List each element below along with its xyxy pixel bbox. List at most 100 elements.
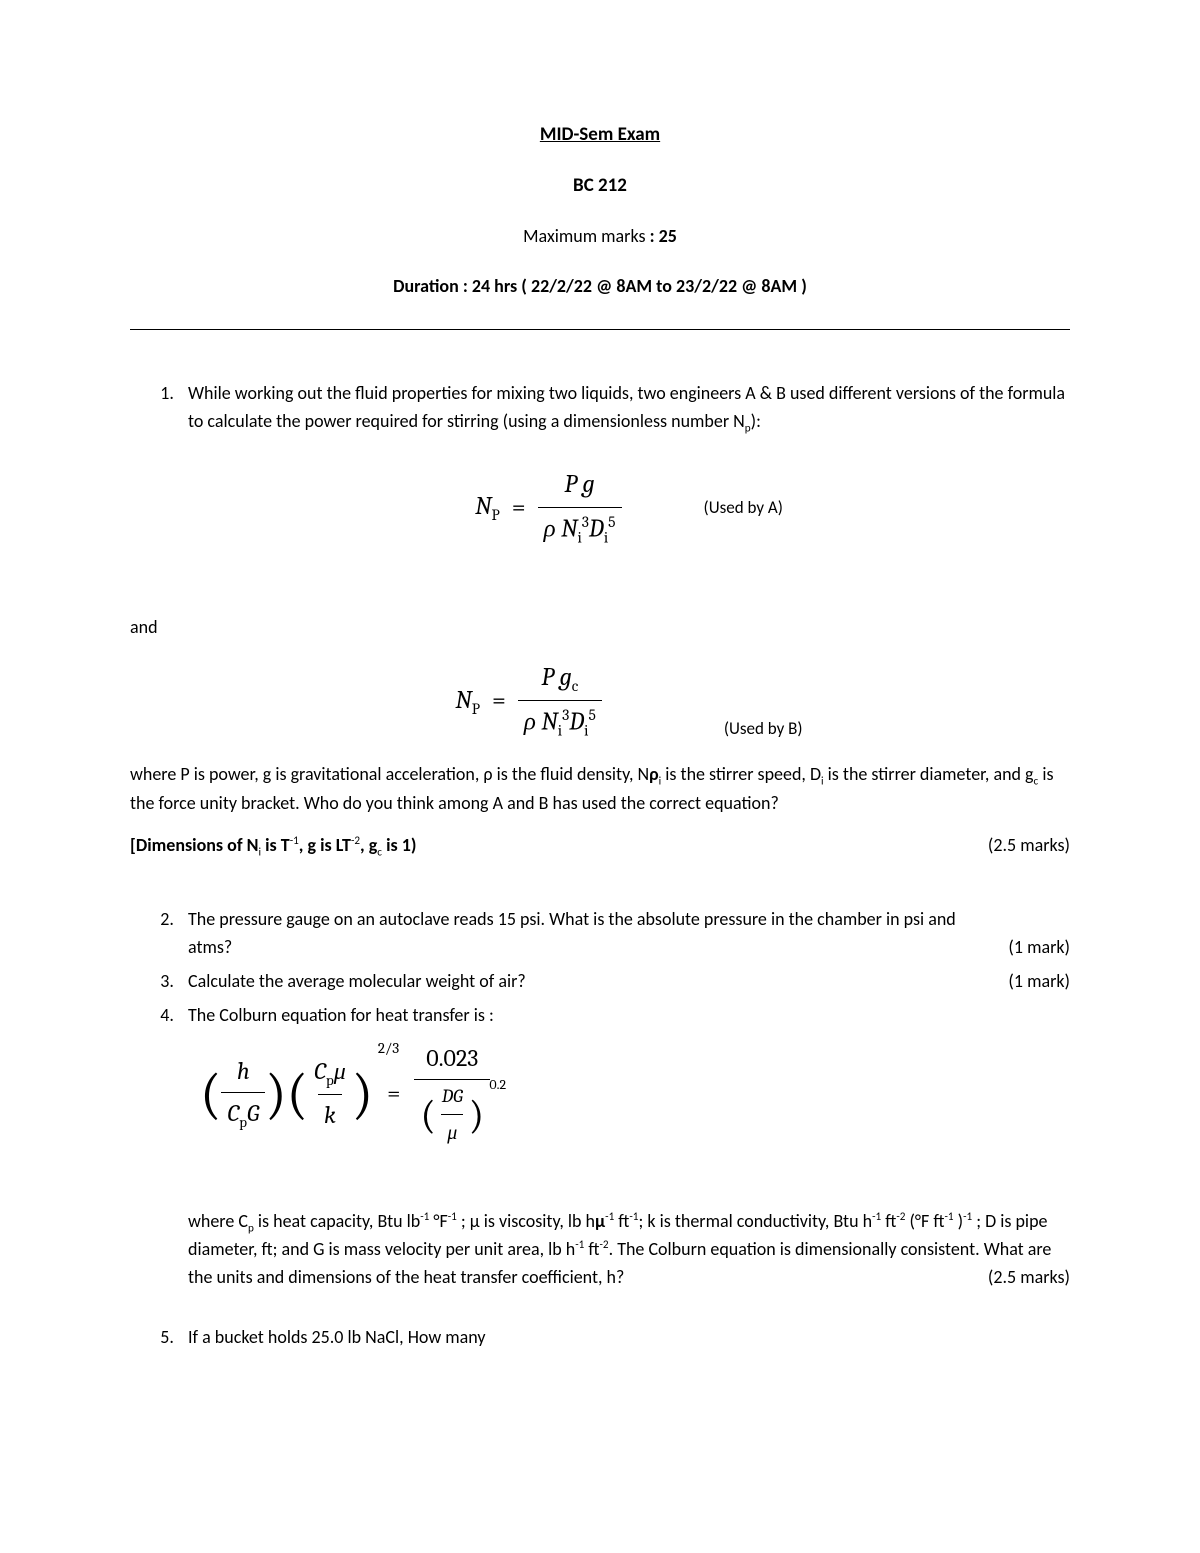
q2-marks: (1 mark) (1008, 934, 1070, 962)
q2-row: The pressure gauge on an autoclave reads… (188, 906, 1070, 962)
q4-g1-den-C: C (227, 1099, 239, 1127)
eqB-Nsub: P (472, 700, 480, 718)
eqA-Nsub: P (491, 506, 499, 524)
q4-rhs-num: 0.023 (420, 1040, 484, 1079)
eqA-frac: P g ρ Ni3Di5 (538, 466, 622, 549)
q4-intro: The Colburn equation for heat transfer i… (188, 1002, 1070, 1030)
q4-equation: ( h CpG ) ( Cpμ k ) 2/3 = 0.023 (200, 1040, 1070, 1148)
q1-text: While working out the fluid properties f… (188, 382, 1065, 432)
q4-g2-C: C (314, 1057, 326, 1085)
q4-rhs-mu: μ (441, 1114, 463, 1148)
exam-title: MID-Sem Exam (130, 120, 1070, 149)
q4w-s9: -1 (575, 1237, 584, 1251)
eqA-denNi: i (577, 529, 581, 547)
q4-g2-p: p (326, 1072, 334, 1089)
eqA-denN: N (561, 515, 577, 544)
q1-eq-a: NP = P g ρ Ni3Di5 (Used by A) (475, 466, 783, 549)
q4-marks: (2.5 marks) (988, 1264, 1070, 1292)
q4-g2-exp: 2/3 (378, 1037, 399, 1060)
marks-value: : 25 (650, 225, 677, 247)
q1-dims: [Dimensions of Ni is T-1, g is LT-2, gc … (130, 832, 417, 861)
q1-dims-b: is T (261, 834, 290, 856)
q4-g1-den-G: G (247, 1099, 259, 1127)
question-3: Calculate the average molecular weight o… (178, 968, 1070, 996)
eqA-num: P g (564, 470, 594, 499)
q4-grp2: ( Cpμ k ) 2/3 (287, 1053, 374, 1134)
max-marks: Maximum marks : 25 (130, 223, 1070, 251)
q1-dims-d: , g (360, 834, 377, 856)
eqB-N: N (455, 686, 471, 715)
q3-text: Calculate the average molecular weight o… (188, 968, 1008, 996)
q2-text: The pressure gauge on an autoclave reads… (188, 906, 1008, 962)
question-list: While working out the fluid properties f… (130, 380, 1070, 1352)
eqA-rho: ρ (544, 515, 556, 544)
q4w-c: °F (429, 1210, 447, 1232)
eqB-denD: D (569, 708, 584, 737)
marks-label: Maximum marks (523, 225, 645, 247)
q1-dims-row: [Dimensions of Ni is T-1, g is LT-2, gc … (130, 832, 1070, 861)
q1-and: and (130, 614, 1070, 642)
q1-eq-a-row: NP = P g ρ Ni3Di5 (Used by A) (188, 466, 1070, 549)
eqB-frac: P gc ρ Ni3Di5 (518, 659, 602, 742)
q4-g1-num: h (231, 1053, 256, 1092)
exam-header: MID-Sem Exam BC 212 Maximum marks : 25 D… (130, 120, 1070, 301)
q1-body: While working out the fluid properties f… (188, 380, 1070, 437)
q4w-e: ft (614, 1210, 629, 1232)
eqB-rho: ρ (524, 708, 536, 737)
q4-g2-mu: μ (334, 1057, 346, 1085)
eqB-denDi: i (584, 722, 588, 740)
question-5: If a bucket holds 25.0 lb NaCl, How many (178, 1324, 1070, 1352)
eqB-label: (Used by B) (724, 716, 803, 742)
q3-marks: (1 mark) (1008, 968, 1070, 996)
q4-where: where Cp is heat capacity, Btu lb-1 °F-1… (188, 1208, 1070, 1293)
q1-where-c: is the stirrer diameter, and g (824, 763, 1034, 785)
q1-eq-b-row: NP = P gc ρ Ni3Di5 (Used by B) (188, 659, 1070, 742)
q1-dims-e: is 1) (382, 834, 416, 856)
q4w-g: ft (881, 1210, 896, 1232)
q4w-f: ; k is thermal conductivity, Btu h (638, 1210, 872, 1232)
q4-g2-k: k (318, 1094, 342, 1134)
q4-g1-den-p: p (239, 1114, 247, 1131)
q4w-s10: -2 (600, 1237, 609, 1251)
q4w-i: ) (954, 1210, 964, 1232)
q4-rhs-exp: 0.2 (489, 1074, 506, 1096)
eqB-numc: c (572, 677, 579, 695)
q4w-d: ; μ is viscosity, lb h (457, 1210, 595, 1232)
sup-n1-a: -1 (290, 833, 299, 847)
q4w-h: (°F ft (905, 1210, 944, 1232)
eqA-denDi: i (604, 529, 608, 547)
q4w-s5: -1 (872, 1209, 881, 1223)
eqA-denN3: 3 (582, 513, 589, 531)
eqB-denN: N (541, 708, 557, 737)
eqA-label: (Used by A) (704, 495, 783, 521)
eqA-N: N (475, 492, 491, 521)
duration-text: Duration : 24 hrs ( 22/2/22 @ 8AM to 23/… (393, 275, 807, 297)
q1-marks: (2.5 marks) (988, 832, 1070, 861)
q4w-s2: -1 (448, 1209, 457, 1223)
q4w-s1: -1 (420, 1209, 429, 1223)
q3-row: Calculate the average molecular weight o… (188, 968, 1070, 996)
q4-grp1: ( h CpG ) (200, 1053, 287, 1134)
header-rule (130, 329, 1070, 330)
eqB-denNi: i (558, 722, 562, 740)
q4-rhs-DG: DG (436, 1082, 469, 1113)
q4w-k: ft (584, 1238, 599, 1260)
q1-tail: ): (751, 410, 761, 432)
q4-rhs: 0.023 ( DG μ ) 0.2 (414, 1040, 490, 1148)
question-1: While working out the fluid properties f… (178, 380, 1070, 901)
q1-where-a: where P is power, g is gravitational acc… (130, 763, 649, 785)
course-code: BC 212 (130, 171, 1070, 200)
eqA-denD5: 5 (608, 513, 615, 531)
q1-dims-c: , g is LT (299, 834, 351, 856)
q5-text: If a bucket holds 25.0 lb NaCl, How many (188, 1326, 486, 1348)
q4w-s8: -1 (963, 1209, 972, 1223)
q4w-b: is heat capacity, Btu lb (254, 1210, 420, 1232)
eqA-denD: D (589, 515, 604, 544)
q1-where: where P is power, g is gravitational acc… (130, 761, 1070, 818)
q1-dims-a: [Dimensions of N (130, 834, 258, 856)
question-2: The pressure gauge on an autoclave reads… (178, 906, 1070, 962)
q4w-a: where C (188, 1210, 248, 1232)
q4w-s3: -1 (605, 1209, 614, 1223)
eqB-denD5: 5 (588, 706, 595, 724)
eqB-num: P g (541, 663, 571, 692)
